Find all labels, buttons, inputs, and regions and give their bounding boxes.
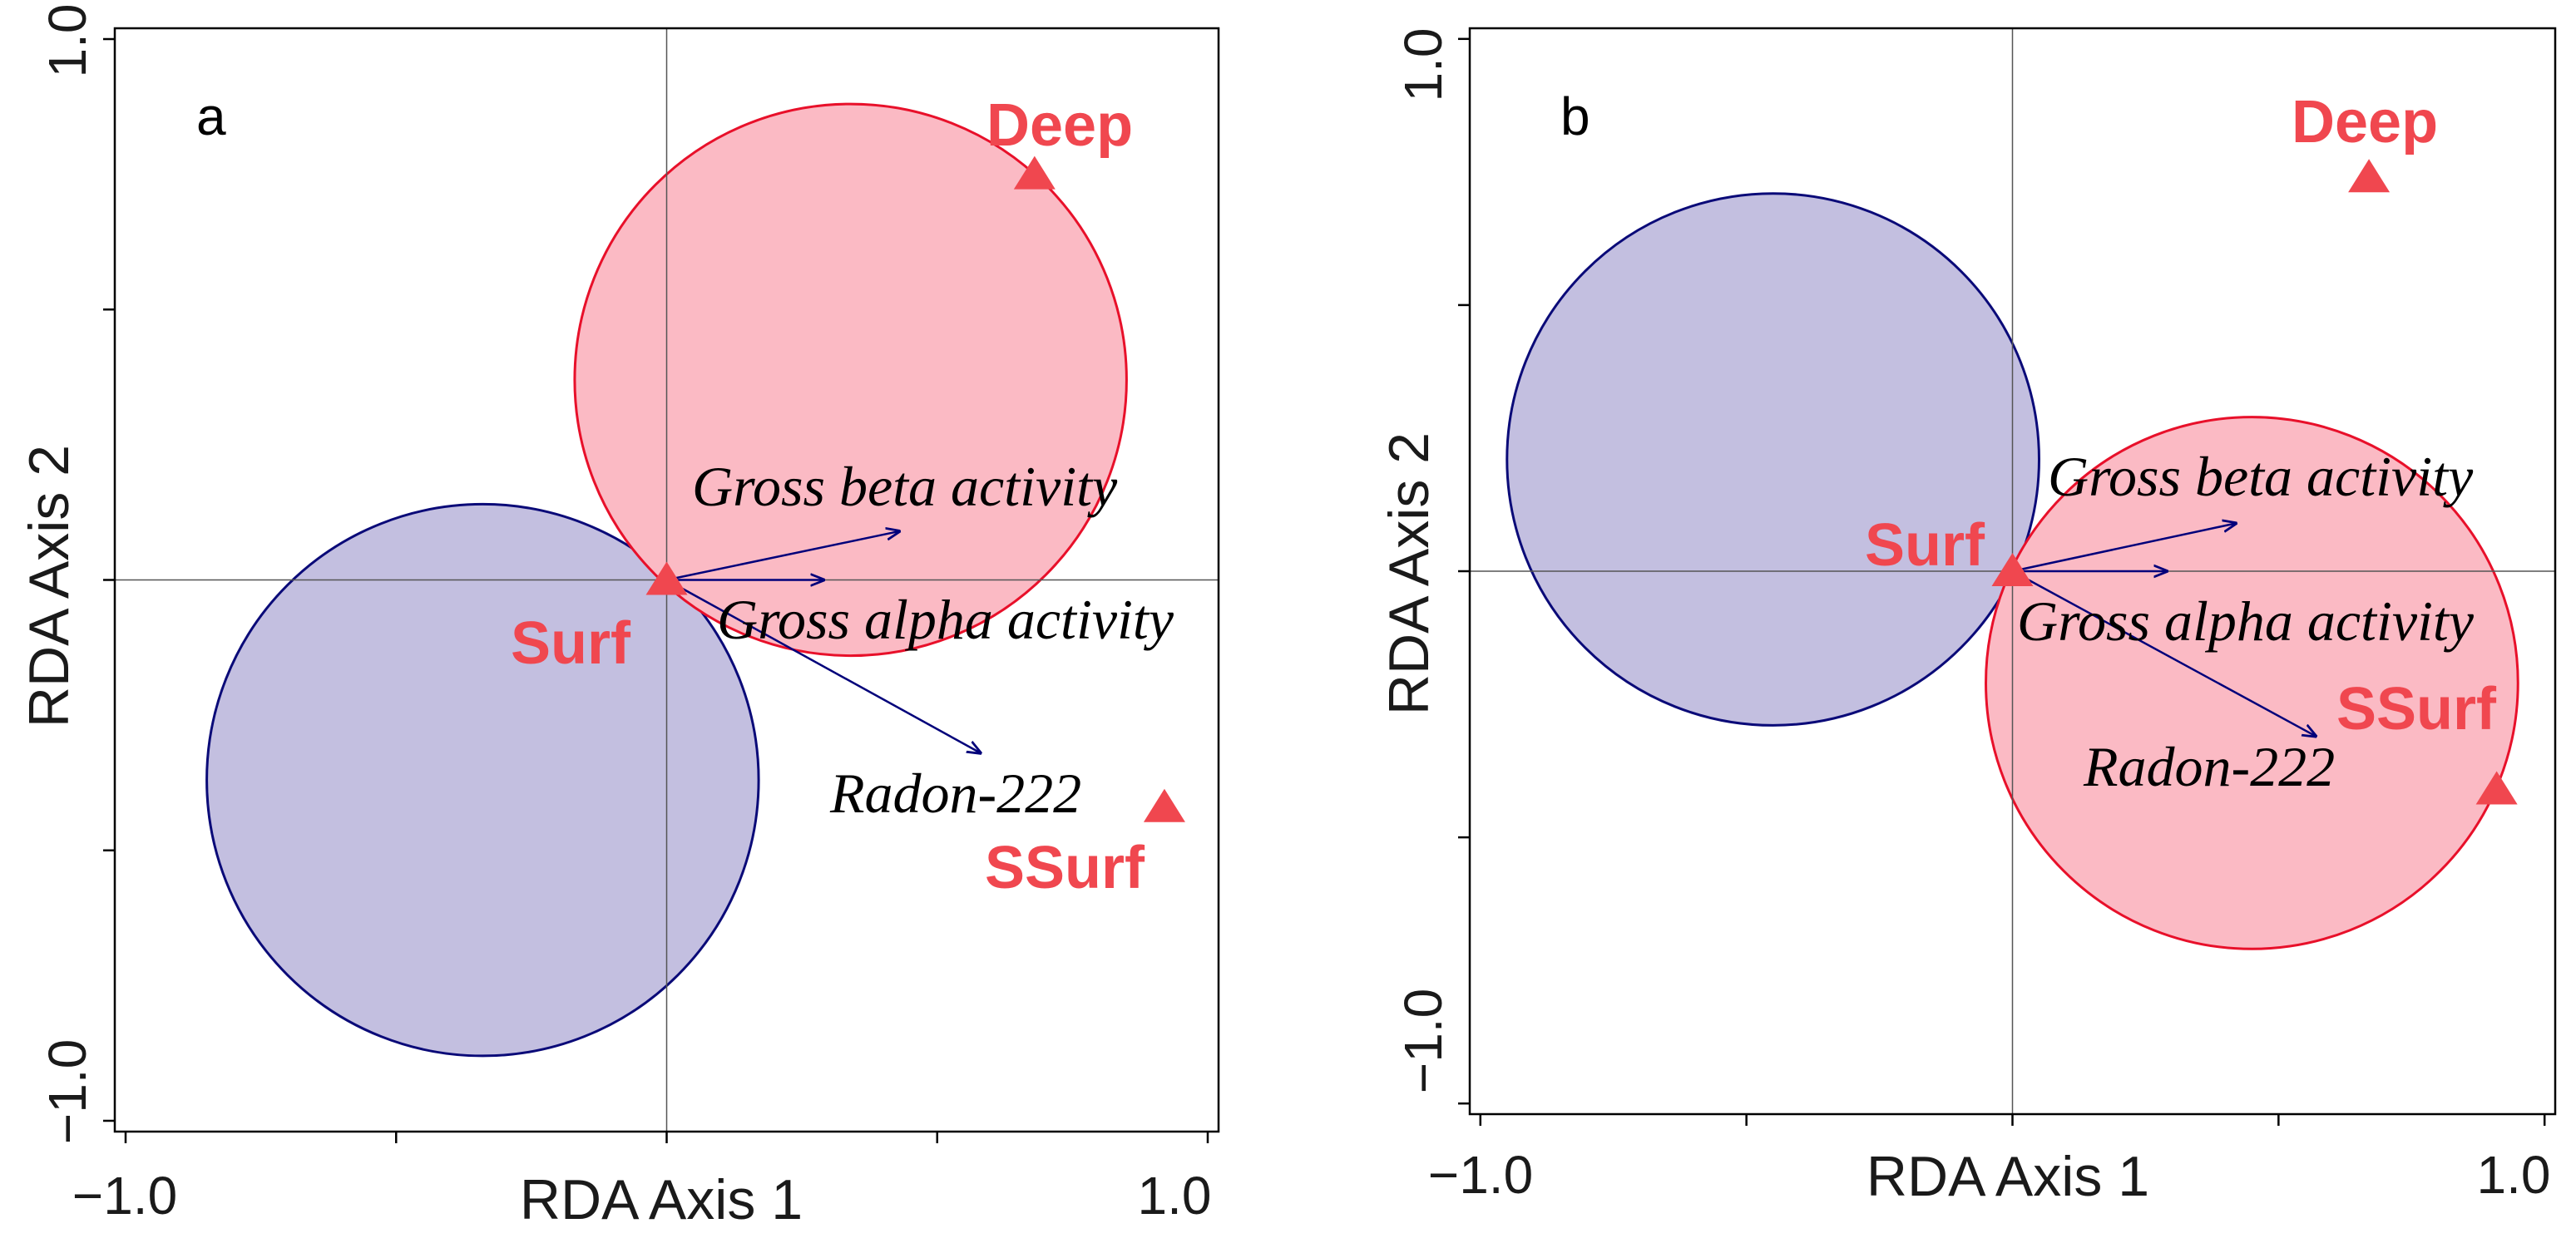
panel-label: b <box>1560 86 1590 146</box>
site-label-deep: Deep <box>986 92 1133 159</box>
site-label-surf: Surf <box>1865 512 1985 579</box>
panel-a: Gross beta activity Gross alpha activity… <box>17 4 1220 1231</box>
arrow-radon-222 <box>665 579 981 753</box>
site-marker-ssurf <box>1143 788 1185 822</box>
y-axis-title: RDA Axis 2 <box>17 445 81 728</box>
y-tick-label-max: 1.0 <box>1393 28 1453 102</box>
site-label-deep: Deep <box>2292 89 2438 155</box>
site-marker-ssurf <box>2475 771 2518 805</box>
arrow-radon-222 <box>2011 570 2316 736</box>
panel-label: a <box>196 86 226 146</box>
site-label-surf: Surf <box>511 610 631 677</box>
x-tick-label-max: 1.0 <box>2477 1145 2551 1205</box>
site-marker-deep <box>2348 159 2391 193</box>
x-axis-title: RDA Axis 1 <box>1866 1145 2149 1208</box>
panel-b: Gross beta activity Gross alpha activity… <box>1377 27 2557 1208</box>
site-layer <box>645 155 1185 822</box>
x-tick-label-max: 1.0 <box>1138 1166 1212 1226</box>
y-tick-label-max: 1.0 <box>37 4 97 78</box>
arrow-gross-beta <box>666 531 900 581</box>
red-group-circle <box>573 102 1128 658</box>
arrow-layer <box>2011 523 2316 736</box>
arrow-gross-beta <box>2012 523 2237 573</box>
blue-group-circle <box>205 502 760 1058</box>
x-axis-title: RDA Axis 1 <box>520 1168 803 1231</box>
var-label-gross-beta: Gross beta activity <box>692 455 1118 518</box>
arrow-layer <box>665 531 981 753</box>
var-label-radon-222: Radon-222 <box>2083 735 2335 798</box>
y-tick-label-min: −1.0 <box>37 1039 97 1144</box>
site-label-ssurf: SSurf <box>2336 676 2497 742</box>
y-tick-label-min: −1.0 <box>1393 989 1453 1093</box>
site-layer <box>1991 159 2518 805</box>
var-label-radon-222: Radon-222 <box>829 762 1081 825</box>
tick-marks <box>103 37 1209 1143</box>
circle-layer <box>205 102 1128 1058</box>
blue-group-circle <box>1506 192 2040 727</box>
red-group-circle <box>1985 416 2519 950</box>
var-label-gross-alpha: Gross alpha activity <box>717 588 1174 651</box>
var-label-gross-alpha: Gross alpha activity <box>2017 589 2475 653</box>
x-tick-label-min: −1.0 <box>72 1166 177 1226</box>
site-marker-surf <box>1991 553 2034 586</box>
var-label-gross-beta: Gross beta activity <box>2048 445 2474 508</box>
site-label-ssurf: SSurf <box>985 835 1145 901</box>
y-axis-title: RDA Axis 2 <box>1377 432 1441 715</box>
tick-marks <box>1458 37 2546 1126</box>
site-marker-surf <box>645 561 688 595</box>
site-marker-deep <box>1013 155 1056 190</box>
x-tick-label-min: −1.0 <box>1428 1145 1533 1205</box>
circle-layer <box>1506 192 2519 950</box>
